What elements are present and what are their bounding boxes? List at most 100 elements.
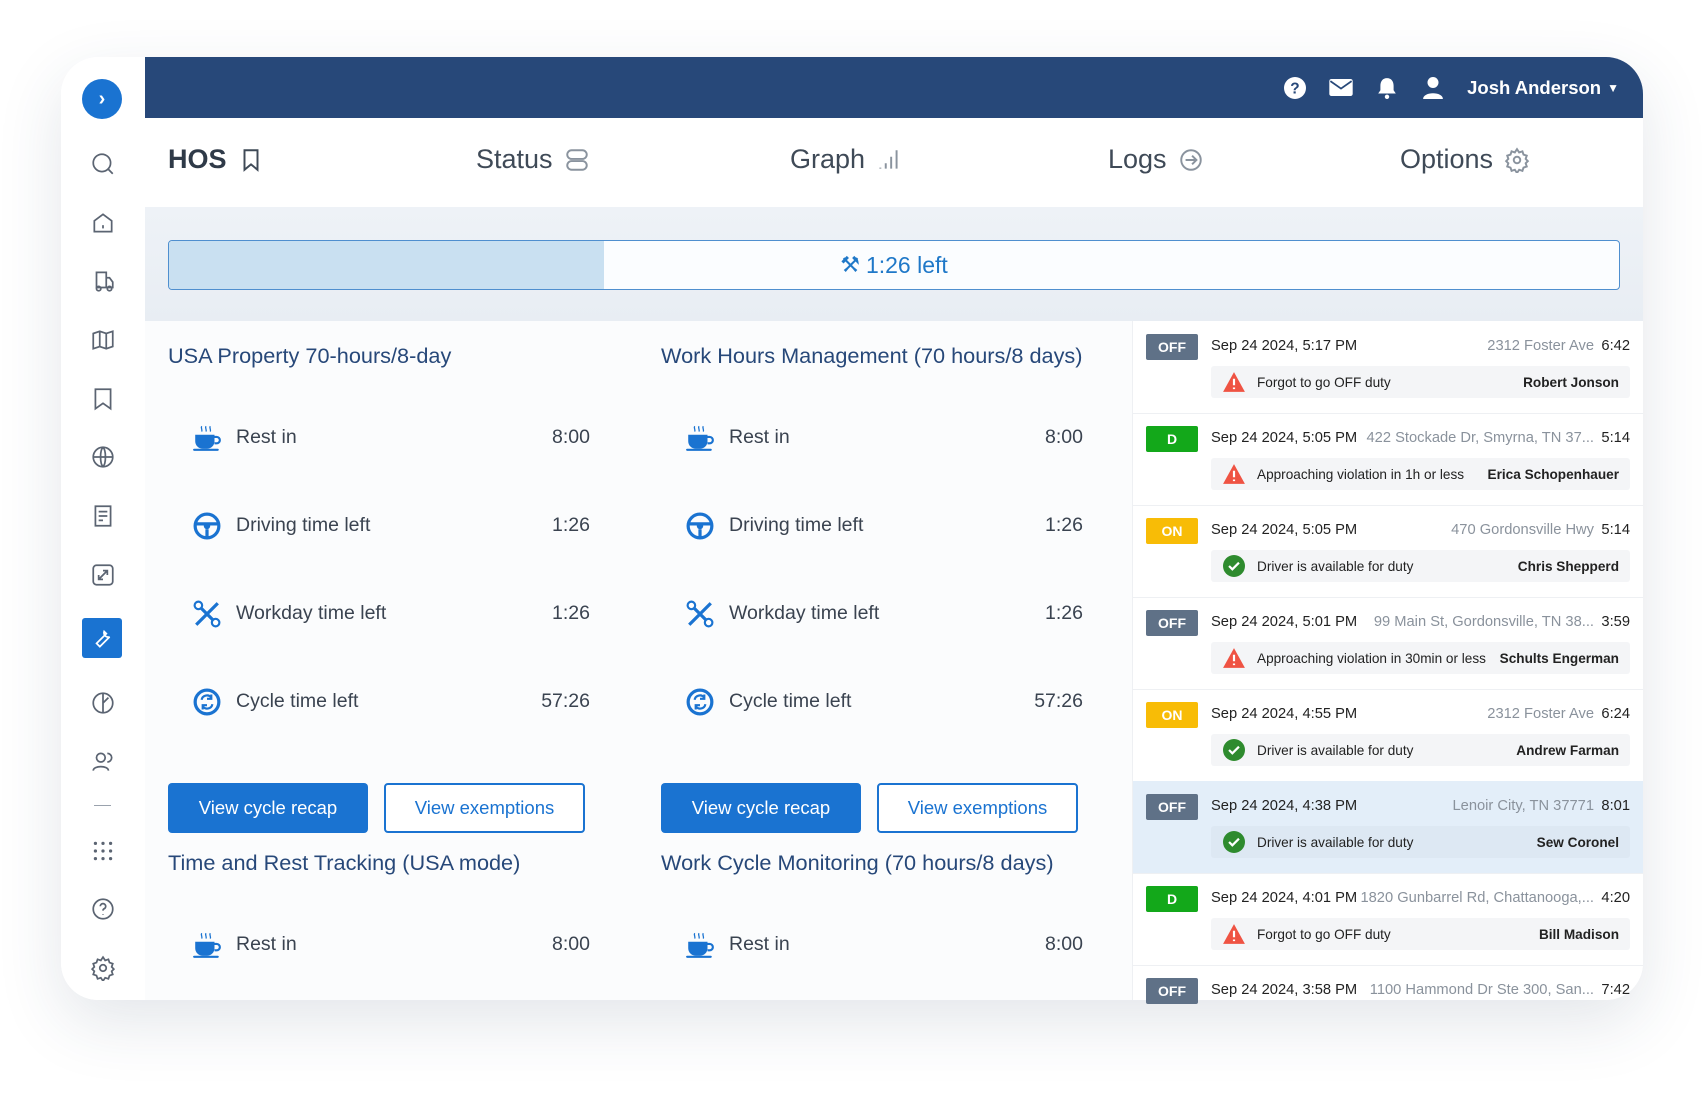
status-badge: OFF bbox=[1146, 794, 1198, 820]
time-left-progress-bar: ⚒ 1:26 left bbox=[168, 240, 1620, 290]
time-row: Cycle time left 57:26 bbox=[190, 685, 590, 718]
tab-bar: HOS Status Graph Logs Options bbox=[145, 118, 1643, 207]
row-value: 8:00 bbox=[552, 426, 590, 448]
event-datetime: Sep 24 2024, 4:01 PM bbox=[1211, 890, 1358, 906]
event-list-item[interactable]: OFF Sep 24 2024, 3:58 PM 1100 Hammond Dr… bbox=[1133, 965, 1643, 1004]
truck-icon[interactable] bbox=[83, 261, 122, 300]
event-datetime: Sep 24 2024, 5:05 PM bbox=[1211, 522, 1358, 538]
time-row: Rest in 8:00 bbox=[190, 421, 590, 454]
cycle-icon bbox=[193, 688, 220, 715]
gear-icon bbox=[1504, 146, 1530, 173]
row-value: 57:26 bbox=[541, 690, 590, 712]
tab-options[interactable]: Options bbox=[1400, 144, 1530, 175]
event-datetime: Sep 24 2024, 5:17 PM bbox=[1211, 338, 1358, 354]
database-icon bbox=[565, 148, 588, 171]
event-address: 99 Main St, Gordonsville, TN 38... bbox=[1373, 614, 1594, 630]
event-list-item[interactable]: OFF Sep 24 2024, 5:01 PM 99 Main St, Gor… bbox=[1133, 597, 1643, 690]
map-icon[interactable] bbox=[83, 320, 122, 359]
tab-status[interactable]: Status bbox=[476, 144, 590, 175]
settings-icon[interactable] bbox=[83, 948, 122, 987]
event-address: 1100 Hammond Dr Ste 300, San... bbox=[1369, 982, 1594, 998]
row-label: Rest in bbox=[236, 933, 297, 955]
bell-icon[interactable] bbox=[1375, 76, 1399, 100]
view-cycle-recap-button[interactable]: View cycle recap bbox=[661, 783, 861, 833]
alert-message: Approaching violation in 30min or less bbox=[1257, 650, 1486, 666]
alert-message: Forgot to go OFF duty bbox=[1257, 374, 1391, 390]
warning-icon bbox=[1223, 648, 1245, 668]
steering-wheel-icon bbox=[193, 512, 220, 539]
check-circle-icon bbox=[1223, 831, 1245, 853]
driver-name: Robert Jonson bbox=[1523, 374, 1619, 390]
event-list-item[interactable]: D Sep 24 2024, 5:05 PM 422 Stockade Dr, … bbox=[1133, 413, 1643, 506]
row-label: Cycle time left bbox=[729, 690, 852, 712]
mail-icon[interactable] bbox=[1329, 76, 1353, 100]
row-value: 8:00 bbox=[552, 933, 590, 955]
row-value: 1:26 bbox=[552, 602, 590, 624]
event-list-item[interactable]: OFF Sep 24 2024, 5:17 PM 2312 Foster Ave… bbox=[1133, 321, 1643, 414]
user-name: Josh Anderson bbox=[1467, 76, 1602, 98]
coffee-cup-icon bbox=[685, 932, 714, 958]
row-label: Driving time left bbox=[729, 514, 864, 536]
resize-icon[interactable] bbox=[83, 555, 122, 594]
events-list[interactable]: OFF Sep 24 2024, 5:17 PM 2312 Foster Ave… bbox=[1132, 321, 1643, 1004]
home-icon[interactable] bbox=[83, 203, 122, 242]
time-row: Rest in 8:00 bbox=[683, 421, 1083, 454]
time-row: Workday time left 1:26 bbox=[190, 597, 590, 630]
users-icon[interactable] bbox=[83, 742, 122, 781]
driver-name: Schults Engerman bbox=[1499, 650, 1619, 666]
event-datetime: Sep 24 2024, 5:01 PM bbox=[1211, 614, 1358, 630]
reports-icon[interactable] bbox=[83, 496, 122, 535]
tab-hos[interactable]: HOS bbox=[168, 144, 264, 175]
view-cycle-recap-button[interactable]: View cycle recap bbox=[168, 783, 368, 833]
status-badge: OFF bbox=[1146, 978, 1198, 1004]
event-address: 422 Stockade Dr, Smyrna, TN 37... bbox=[1366, 430, 1595, 446]
leaf-icon[interactable] bbox=[83, 683, 122, 722]
event-list-item[interactable]: OFF Sep 24 2024, 4:38 PM Lenoir City, TN… bbox=[1133, 781, 1643, 874]
caret-down-icon: ▼ bbox=[1607, 80, 1619, 95]
event-list-item[interactable]: D Sep 24 2024, 4:01 PM 1820 Gunbarrel Rd… bbox=[1133, 873, 1643, 966]
globe-icon[interactable] bbox=[83, 437, 122, 476]
alert-message: Forgot to go OFF duty bbox=[1257, 926, 1391, 942]
bookmark-icon[interactable] bbox=[83, 379, 122, 418]
row-label: Rest in bbox=[236, 426, 297, 448]
row-value: 1:26 bbox=[552, 514, 590, 536]
hos-section: Work Hours Management (70 hours/8 days) R… bbox=[661, 343, 1096, 833]
help-icon[interactable] bbox=[83, 889, 122, 928]
event-datetime: Sep 24 2024, 5:05 PM bbox=[1211, 430, 1358, 446]
tools-icon[interactable] bbox=[82, 618, 122, 658]
event-datetime: Sep 24 2024, 4:38 PM bbox=[1211, 798, 1358, 814]
status-badge: D bbox=[1146, 886, 1198, 912]
driver-name: Sew Coronel bbox=[1536, 834, 1619, 850]
hos-section: Time and Rest Tracking (USA mode) Rest in… bbox=[168, 850, 603, 961]
row-value: 1:26 bbox=[1045, 602, 1083, 624]
event-address: 1820 Gunbarrel Rd, Chattanooga,... bbox=[1360, 890, 1594, 906]
event-duration: 8:01 bbox=[1601, 798, 1630, 814]
view-exemptions-button[interactable]: View exemptions bbox=[384, 783, 585, 833]
time-row: Rest in 8:00 bbox=[190, 928, 590, 961]
tab-graph[interactable]: Graph bbox=[790, 144, 902, 175]
svg-text:?: ? bbox=[1290, 80, 1299, 97]
coffee-cup-icon bbox=[192, 425, 221, 451]
tab-logs[interactable]: Logs bbox=[1108, 144, 1204, 175]
tab-label: Graph bbox=[790, 144, 866, 174]
user-menu[interactable]: Josh Anderson ▼ bbox=[1467, 77, 1619, 99]
alert-message: Driver is available for duty bbox=[1257, 558, 1414, 574]
event-list-item[interactable]: ON Sep 24 2024, 5:05 PM 470 Gordonsville… bbox=[1133, 505, 1643, 598]
apps-icon[interactable] bbox=[83, 831, 122, 870]
driver-name: Bill Madison bbox=[1538, 926, 1619, 942]
signal-icon bbox=[879, 149, 898, 169]
expand-sidebar-button[interactable]: › bbox=[82, 79, 122, 119]
steering-wheel-icon bbox=[686, 512, 713, 539]
user-icon[interactable] bbox=[1421, 76, 1445, 100]
event-list-item[interactable]: ON Sep 24 2024, 4:55 PM 2312 Foster Ave … bbox=[1133, 689, 1643, 782]
driver-name: Andrew Farman bbox=[1516, 742, 1619, 758]
section-title: Work Hours Management (70 hours/8 days) bbox=[661, 343, 1083, 368]
row-label: Rest in bbox=[729, 426, 790, 448]
help-icon[interactable]: ? bbox=[1283, 76, 1307, 100]
search-icon[interactable] bbox=[83, 144, 122, 183]
section-title: Work Cycle Monitoring (70 hours/8 days) bbox=[661, 850, 1054, 875]
status-badge: OFF bbox=[1146, 610, 1198, 636]
event-datetime: Sep 24 2024, 3:58 PM bbox=[1211, 982, 1358, 998]
app-window: › ? Josh Anderson ▼ HOS Status Graph Logs… bbox=[61, 57, 1643, 1004]
view-exemptions-button[interactable]: View exemptions bbox=[877, 783, 1078, 833]
